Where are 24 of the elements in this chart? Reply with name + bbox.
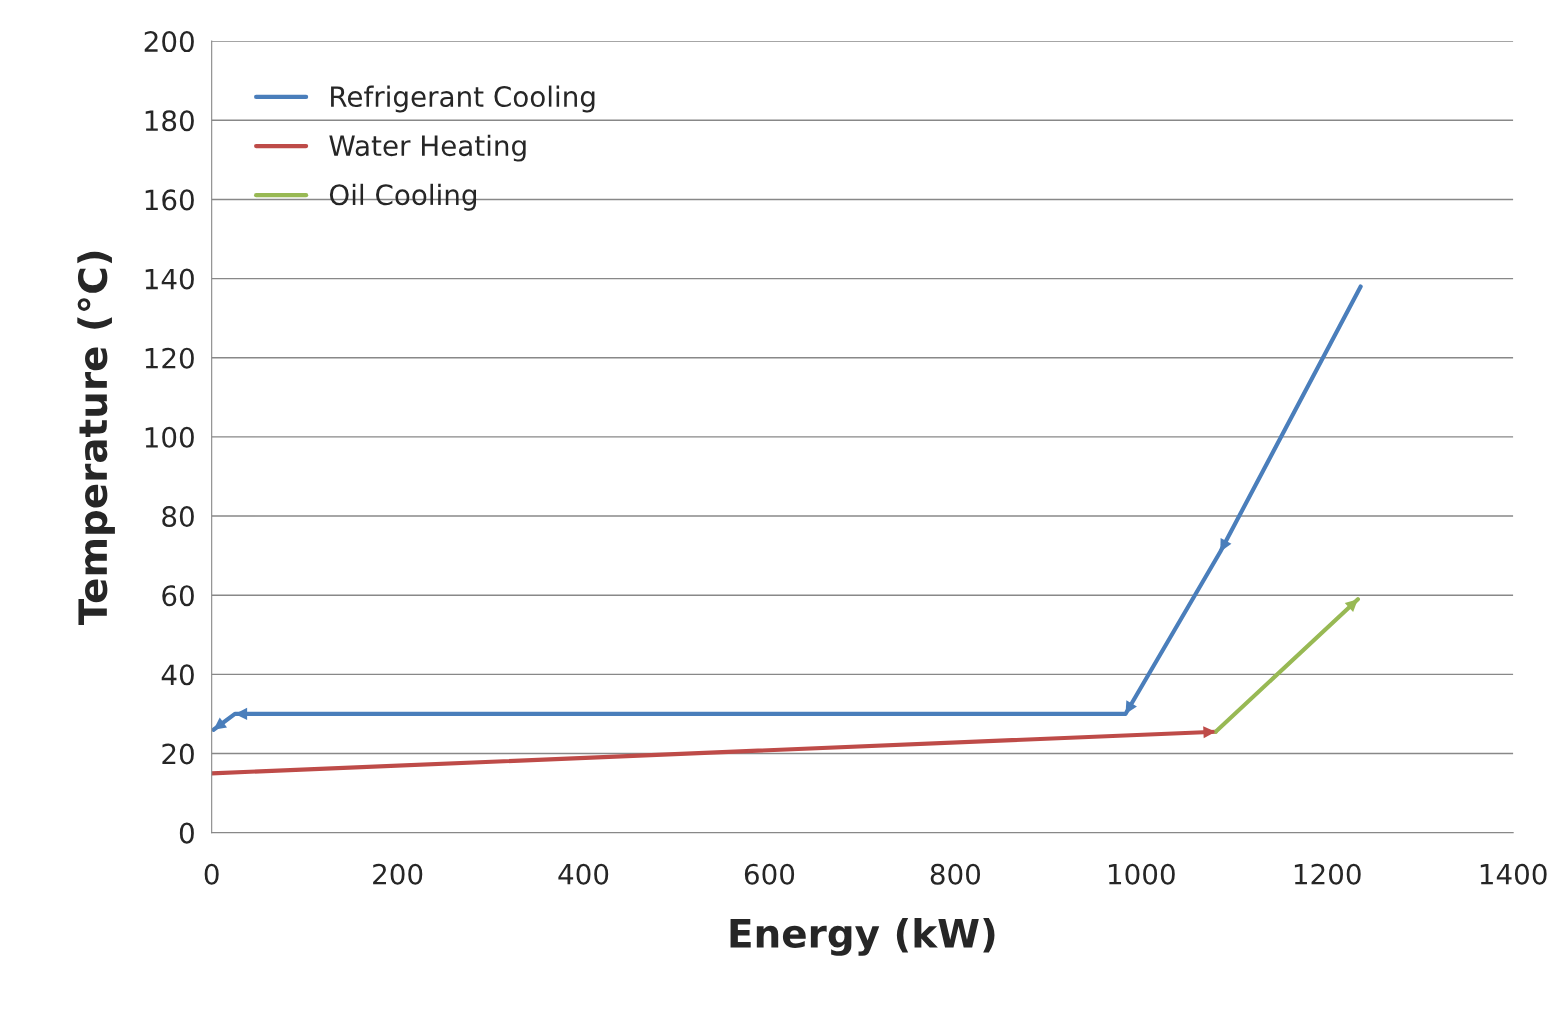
x-tick-label: 1200 — [1294, 863, 1361, 885]
x-tick-label: 1400 — [1480, 863, 1547, 885]
legend-label: Refrigerant Cooling — [331, 85, 595, 113]
x-tick-label: 800 — [930, 863, 981, 885]
y-tick-label: 80 — [162, 505, 194, 527]
x-tick-label: 200 — [373, 863, 423, 885]
x-tick-label: 1000 — [1108, 863, 1175, 885]
y-tick-label: 20 — [162, 743, 194, 765]
y-tick-label: 100 — [145, 426, 194, 448]
y-tick-label: 200 — [144, 31, 194, 53]
x-tick-label: 0 — [204, 863, 219, 885]
x-tick-label: 400 — [558, 863, 609, 885]
y-axis-title: Temperature (°C) — [77, 251, 115, 626]
legend-label: Water Heating — [329, 134, 526, 162]
y-tick-label: 60 — [162, 585, 194, 607]
legend-label: Oil Cooling — [329, 183, 477, 211]
y-tick-label: 120 — [145, 347, 194, 369]
y-tick-label: 160 — [145, 189, 194, 211]
y-tick-label: 0 — [179, 822, 194, 844]
y-tick-label: 140 — [145, 268, 194, 290]
y-tick-label: 180 — [145, 110, 194, 132]
y-tick-label: 40 — [161, 664, 194, 686]
x-axis-title: Energy (kW) — [730, 917, 995, 956]
x-tick-label: 600 — [744, 863, 795, 885]
